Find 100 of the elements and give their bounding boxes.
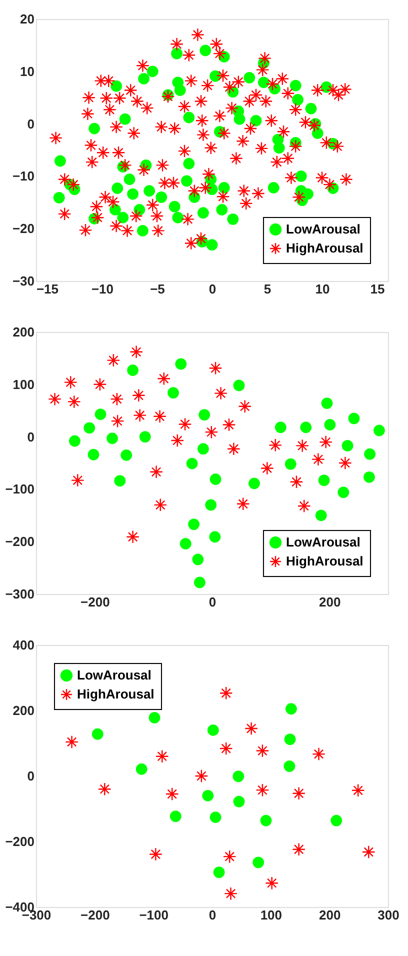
point xyxy=(198,409,210,420)
y-tick-label: −200 xyxy=(5,834,34,849)
legend-label: LowArousal xyxy=(77,668,152,682)
point xyxy=(319,435,333,449)
x-tick-label: −10 xyxy=(91,282,114,296)
point xyxy=(69,435,80,447)
legend-label: LowArousal xyxy=(286,222,360,236)
point xyxy=(194,769,208,783)
point xyxy=(110,392,124,406)
point xyxy=(198,443,209,455)
y-tick-label: −10 xyxy=(12,168,34,184)
x-tick-label: 200 xyxy=(318,908,341,922)
point xyxy=(210,474,222,485)
legend-label: HighArousal xyxy=(77,686,154,702)
point xyxy=(364,471,375,483)
point xyxy=(178,418,192,431)
x-tick-label: −200 xyxy=(80,594,110,610)
point xyxy=(224,886,238,900)
point xyxy=(148,848,162,861)
point xyxy=(209,531,221,543)
point xyxy=(260,814,272,826)
x-tick-label: −200 xyxy=(80,908,110,922)
point xyxy=(194,576,206,588)
x-tick-label: −15 xyxy=(36,282,59,296)
x-tick-label: 100 xyxy=(260,908,282,922)
point xyxy=(98,782,112,796)
point xyxy=(296,438,310,452)
point xyxy=(330,814,342,826)
point xyxy=(153,410,167,424)
point xyxy=(213,866,225,878)
point xyxy=(236,497,250,511)
point xyxy=(48,392,62,406)
point xyxy=(318,474,330,486)
point xyxy=(188,518,200,530)
point xyxy=(106,354,120,368)
point xyxy=(92,728,104,740)
y-tick-label: −200 xyxy=(5,534,34,550)
point xyxy=(208,361,222,375)
point xyxy=(202,790,214,802)
y-tick-label: 0 xyxy=(27,768,34,784)
point xyxy=(338,456,352,470)
y-tick-label: 200 xyxy=(12,324,34,340)
point xyxy=(106,432,118,444)
point xyxy=(132,388,146,402)
point xyxy=(292,842,306,856)
legend-label: HighArousal xyxy=(286,554,364,568)
point xyxy=(311,452,325,466)
point xyxy=(219,742,233,756)
point xyxy=(219,686,233,700)
x-tick-label: 0 xyxy=(208,908,216,922)
point xyxy=(286,703,297,715)
point xyxy=(268,438,282,452)
point xyxy=(70,474,84,488)
point xyxy=(165,787,179,801)
point xyxy=(222,418,236,432)
point xyxy=(133,408,147,422)
legend-label: HighArousal xyxy=(286,240,364,256)
x-tick-label: 0 xyxy=(208,594,216,610)
point xyxy=(244,722,258,736)
point xyxy=(207,724,219,736)
point xyxy=(94,408,106,420)
point xyxy=(170,434,184,448)
point xyxy=(274,422,286,434)
point xyxy=(290,475,304,489)
point xyxy=(127,364,138,376)
point xyxy=(192,554,204,566)
point xyxy=(214,386,228,400)
point xyxy=(180,538,192,550)
point xyxy=(222,850,236,864)
point xyxy=(351,784,365,798)
x-tick-label: 200 xyxy=(318,594,341,610)
legend-label: LowArousal xyxy=(286,534,360,550)
point xyxy=(139,431,151,442)
point xyxy=(315,510,327,522)
point xyxy=(84,422,96,434)
x-tick-label: 300 xyxy=(378,908,400,922)
x-tick-label: 10 xyxy=(315,282,330,296)
y-tick-label: 0 xyxy=(27,429,34,444)
point xyxy=(284,734,296,746)
point xyxy=(67,394,81,408)
point xyxy=(300,422,312,434)
point xyxy=(362,845,376,859)
y-tick-label: −100 xyxy=(5,482,34,497)
point xyxy=(170,810,182,822)
point xyxy=(64,376,78,390)
point xyxy=(248,478,260,490)
y-tick-label: 400 xyxy=(12,638,34,652)
point xyxy=(205,499,217,511)
point xyxy=(256,744,270,758)
point xyxy=(342,440,354,452)
point xyxy=(88,448,100,460)
point xyxy=(233,380,245,392)
point xyxy=(155,750,169,764)
point xyxy=(252,856,264,868)
point xyxy=(256,783,270,797)
y-tick-label: 0 xyxy=(27,116,34,132)
y-tick-label: 10 xyxy=(20,64,34,79)
point xyxy=(126,530,140,544)
point xyxy=(232,770,244,782)
point xyxy=(210,812,222,823)
